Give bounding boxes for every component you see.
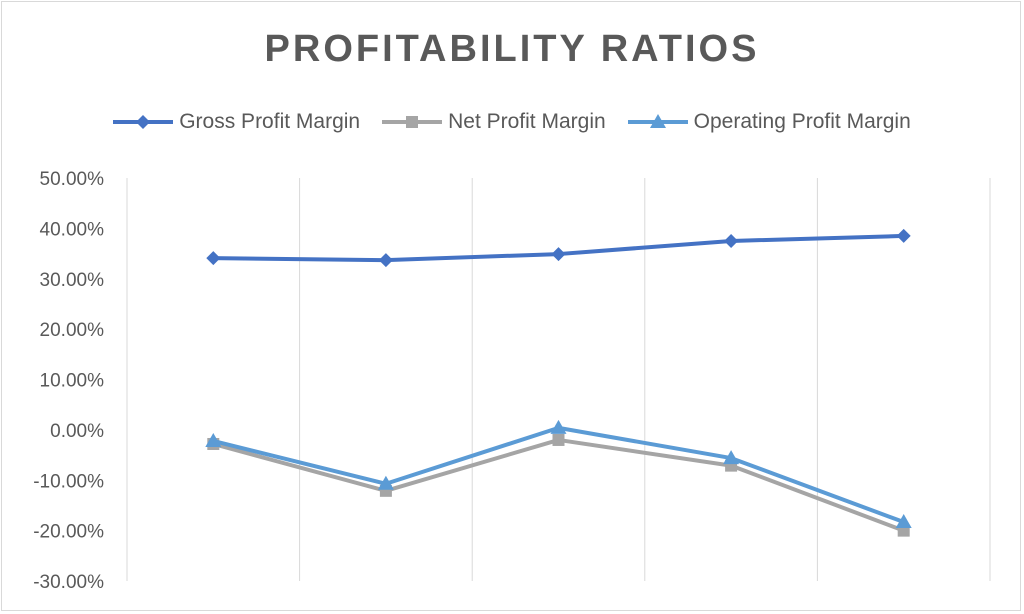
data-point [896, 228, 911, 243]
y-tick-label: 50.00% [40, 169, 105, 190]
y-tick-label: -20.00% [33, 522, 104, 543]
y-tick-label: 30.00% [40, 270, 105, 291]
data-point [205, 432, 222, 447]
y-tick-label: 40.00% [40, 219, 105, 240]
y-tick-label: -30.00% [33, 572, 104, 593]
legend-label: Gross Profit Margin [179, 110, 361, 133]
data-point [378, 253, 393, 268]
legend-item: Operating Profit Margin [627, 110, 911, 134]
y-tick-label: -10.00% [33, 471, 104, 492]
y-tick-label: 0.00% [50, 421, 104, 442]
data-point [206, 251, 221, 266]
data-point [723, 450, 740, 465]
legend-item: Net Profit Margin [382, 110, 606, 134]
legend-marker-icon [627, 114, 688, 128]
legend-label: Net Profit Margin [448, 110, 606, 133]
legend-item: Gross Profit Margin [113, 110, 360, 134]
data-point [895, 514, 912, 529]
y-tick-label: 20.00% [40, 320, 105, 341]
data-point [552, 433, 565, 446]
y-tick-label: 10.00% [40, 371, 105, 392]
data-point [551, 247, 566, 262]
legend-label: Operating Profit Margin [693, 110, 911, 133]
legend: Gross Profit Margin Net Profit Margin Oper… [0, 110, 1024, 134]
legend-marker-icon [382, 116, 443, 128]
legend-marker-icon [113, 115, 174, 129]
data-point [377, 475, 394, 490]
data-point [550, 419, 567, 434]
data-point [724, 233, 739, 248]
chart-title: PROFITABILITY RATIOS [264, 28, 760, 70]
